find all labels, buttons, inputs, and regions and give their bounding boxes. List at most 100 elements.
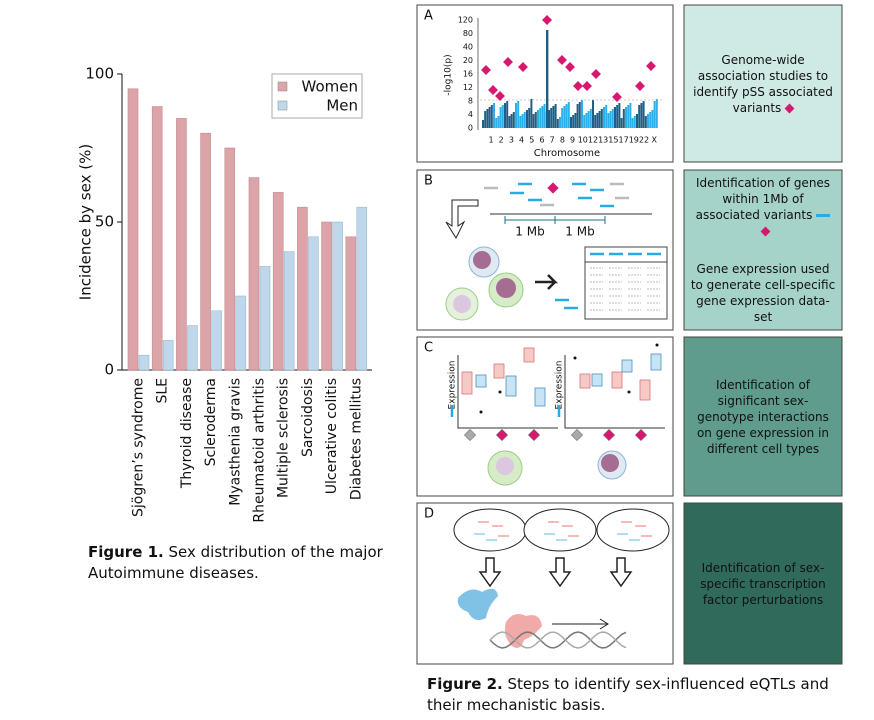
association-column [609,111,612,128]
association-column [598,111,601,128]
down-arrow [548,557,572,588]
association-column [565,104,568,128]
x-tick-label: Thyroid disease [179,378,195,489]
y-axis-label: Expression [448,361,458,410]
association-column [526,110,528,128]
cell-group [596,508,670,552]
x-tick-label: 4 [519,136,524,145]
step-description: Genome-wide association studies to ident… [690,5,836,162]
association-column [541,106,544,128]
expression-box [461,371,473,395]
bar [211,310,222,371]
step-description: Identification of genes within 1Mb of as… [690,170,836,330]
expression-box [591,373,603,387]
bar [187,325,198,371]
y-tick-label: 16 [463,70,473,79]
bar [345,236,357,371]
genotype-diamond [634,428,648,442]
x-axis-label: Chromosome [534,148,600,159]
panel-letter: D [424,507,434,522]
outlier [573,356,577,360]
association-column [622,109,625,128]
association-column [512,112,515,128]
dna-strand [489,631,627,649]
association-column [642,101,645,128]
association-column [552,106,555,128]
association-column [611,109,614,128]
variant-diamond [582,81,592,91]
association-column [508,116,511,128]
variant-diamond [547,182,559,194]
step-description: Identification of significant sex-genoty… [690,337,836,496]
y-axis-label: Incidence by sex (%) [77,144,95,300]
description-box [683,169,843,331]
outlier [655,343,659,347]
y-tick-label: 80 [463,29,473,38]
association-column [534,112,537,128]
description-text: Identification of significant sex-genoty… [696,377,830,456]
x-tick-label: Sjögren’s syndrome [131,378,147,517]
caption-label: Figure 2. [427,675,503,693]
association-column [543,104,546,128]
bar [259,266,271,371]
association-column [644,116,647,128]
bar [235,295,247,371]
y-tick-label: 0 [104,361,114,379]
caption-label: Figure 1. [88,543,164,561]
y-tick-label: 50 [95,213,114,231]
bar [248,177,260,371]
association-column [563,106,566,128]
association-column [488,107,491,128]
bar [321,221,332,371]
description-box [683,502,843,665]
association-column [649,112,652,128]
association-column [523,112,526,128]
association-column [647,114,649,128]
x-tick-label: 2 [499,136,504,145]
association-column [556,119,559,128]
association-column [528,108,531,128]
association-column [607,113,610,128]
association-column [567,102,570,128]
association-column [620,118,623,128]
variant-diamond [565,62,575,72]
figure2-caption: Figure 2. Steps to identify sex-influenc… [427,674,847,716]
description-text: Gene expression used to generate cell-sp… [690,262,836,324]
association-column [574,113,577,128]
association-column [486,109,489,128]
plot-axes [457,355,558,429]
association-column [603,107,605,128]
cell-nucleus [453,295,471,313]
variant-diamond [573,81,583,91]
variant-diamond [646,61,656,71]
x-tick-label: 9 [570,136,575,145]
legend-swatch [277,81,288,92]
expression-box [475,374,487,388]
association-column [631,118,634,128]
x-tick-label: 12 [588,136,598,145]
bar [151,106,163,371]
association-column [570,117,572,128]
association-column [627,105,630,128]
expression-table [584,246,668,320]
association-column [484,111,487,128]
association-peak [546,30,549,128]
x-tick-label: 3 [509,136,514,145]
association-column [605,105,608,128]
association-column [493,103,495,128]
variant-diamond [557,55,567,65]
description-text: Identification of sex-specific transcrip… [700,560,826,607]
association-column [576,104,579,128]
association-column [521,114,524,128]
scale-label: 1 Mb [565,225,594,239]
association-column [614,107,616,128]
expression-box [579,373,591,389]
variant-diamond [542,15,552,25]
association-column [490,105,493,128]
cell-group [523,508,597,552]
association-column [517,101,520,128]
y-axis-label: -log10(p) [444,54,454,95]
association-column [506,101,509,128]
